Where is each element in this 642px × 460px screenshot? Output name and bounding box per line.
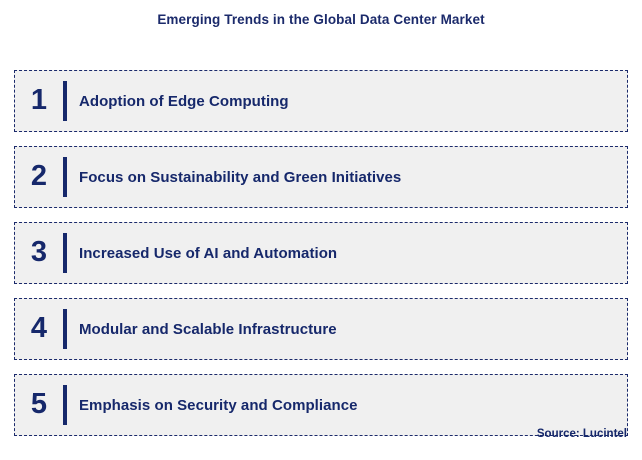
vertical-bar-divider xyxy=(63,157,67,197)
vertical-bar-divider xyxy=(63,233,67,273)
list-item: 5 Emphasis on Security and Compliance xyxy=(14,374,628,436)
vertical-bar-divider xyxy=(63,385,67,425)
list-item: 1 Adoption of Edge Computing xyxy=(14,70,628,132)
trend-label: Increased Use of AI and Automation xyxy=(79,244,338,262)
trend-number: 4 xyxy=(30,311,48,344)
trend-number: 1 xyxy=(30,83,48,116)
page-title: Emerging Trends in the Global Data Cente… xyxy=(157,12,485,27)
trend-number: 5 xyxy=(30,387,48,420)
trend-label: Focus on Sustainability and Green Initia… xyxy=(79,168,402,186)
trend-list: 1 Adoption of Edge Computing 2 Focus on … xyxy=(14,70,628,436)
source-attribution: Source: Lucintel xyxy=(536,428,627,440)
vertical-bar-divider xyxy=(63,81,67,121)
list-item: 4 Modular and Scalable Infrastructure xyxy=(14,298,628,360)
vertical-bar-divider xyxy=(63,309,67,349)
list-item: 2 Focus on Sustainability and Green Init… xyxy=(14,146,628,208)
trend-label: Modular and Scalable Infrastructure xyxy=(79,320,337,338)
trend-label: Adoption of Edge Computing xyxy=(79,92,289,110)
trend-number: 3 xyxy=(30,235,48,268)
trend-number: 2 xyxy=(30,159,48,192)
trend-label: Emphasis on Security and Compliance xyxy=(79,396,358,414)
list-item: 3 Increased Use of AI and Automation xyxy=(14,222,628,284)
